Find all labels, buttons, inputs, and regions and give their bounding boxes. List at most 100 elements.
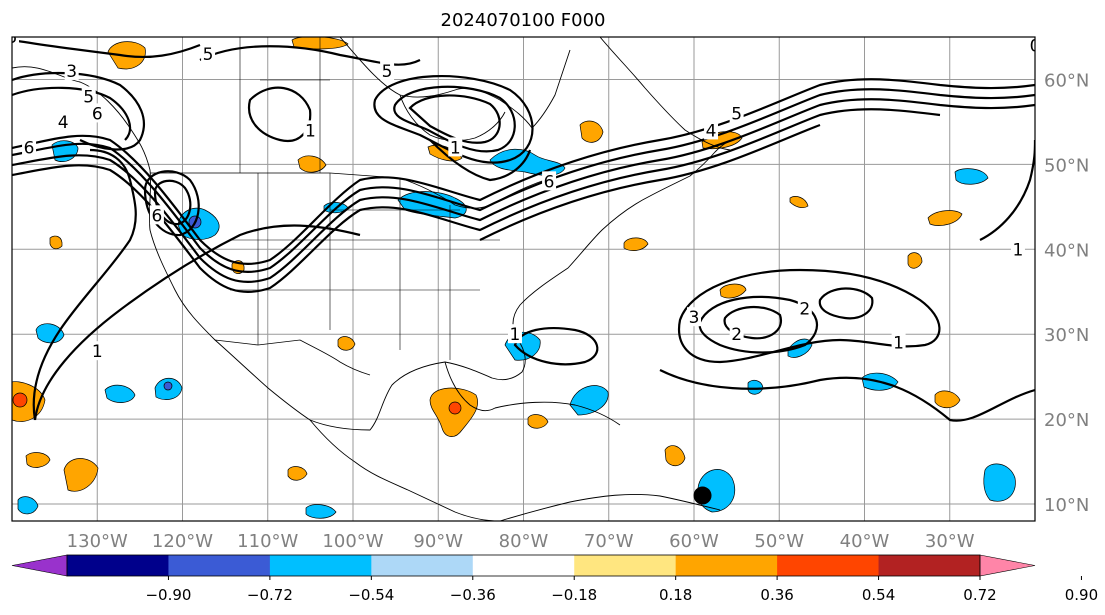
contour-label-bg — [56, 111, 71, 131]
colorbar-tick-label: 0.72 — [963, 586, 996, 604]
contour-label-bg — [542, 171, 557, 191]
contour-label: 1 — [1013, 240, 1024, 260]
contour-label: 1 — [893, 334, 904, 354]
contour-label: 6 — [152, 206, 163, 226]
contour-label: 1 — [305, 121, 316, 141]
alaska-contour-2 — [12, 86, 132, 141]
lon-tick-label: 120°W — [152, 531, 213, 552]
ridge-contour — [199, 45, 421, 66]
contour-label: 4 — [706, 121, 717, 141]
chart-title: 2024070100 F000 — [441, 10, 606, 31]
atlantic-high-contour-4 — [818, 287, 874, 320]
colorbar-segment — [269, 555, 372, 576]
atlantic-high-contour-1 — [677, 268, 941, 364]
map-frame — [11, 36, 1036, 522]
orange-anomaly-pacific-3 — [287, 466, 308, 481]
lat-tick-label: 20°N — [1044, 410, 1089, 431]
lon-tick-label: 50°W — [754, 531, 804, 552]
contour-label-bg — [12, 37, 19, 46]
orange-anomaly-mid-atlantic — [789, 196, 809, 208]
lon-tick-label: 110°W — [237, 531, 298, 552]
cyan-anomaly-atlantic-3 — [954, 168, 989, 185]
lon-tick-label: 40°W — [840, 531, 890, 552]
contour-label: 5 — [7, 28, 18, 48]
mexico-central-america-coast — [309, 419, 501, 521]
contour-label-bg — [303, 120, 318, 140]
orange-anomaly-pacific-south-2 — [25, 452, 51, 468]
colorbar-tick-label: 0.54 — [862, 586, 895, 604]
orange-anomaly-central-us — [337, 336, 356, 351]
contour-label: 2 — [731, 325, 742, 345]
colorbar-tick-label: −0.90 — [145, 586, 191, 604]
contour-label-bg — [729, 103, 744, 123]
contour-label: 5 — [203, 45, 214, 65]
alaska-contour-1 — [12, 71, 145, 151]
contour-label-bg — [1010, 239, 1025, 259]
cyan-anomaly-caribbean — [569, 385, 609, 416]
orange-anomaly-caribbean — [664, 445, 686, 467]
lon-tick-label: 90°W — [413, 531, 463, 552]
coastlines-and-borders — [12, 37, 741, 521]
colorbar-tick-label: 0.36 — [760, 586, 793, 604]
colorbar-segment — [472, 555, 575, 576]
colorbar-segment — [371, 555, 474, 576]
orange-anomaly-atlantic-3 — [934, 390, 961, 409]
contour-label: 6 — [544, 172, 555, 192]
greenland-coast — [599, 37, 731, 151]
contour-label: 1 — [92, 342, 103, 362]
contour-label-bg — [507, 324, 522, 344]
cyan-anomaly-pacific-4 — [17, 496, 39, 515]
contour-label: 6 — [92, 104, 103, 124]
lat-tick-label: 30°N — [1044, 325, 1089, 346]
us-mexico-border — [214, 339, 371, 376]
colorbar-segment — [168, 555, 271, 576]
orange-anomaly-atlantic-5 — [907, 252, 923, 269]
orange-anomaly-atlantic-2 — [927, 210, 963, 226]
contour-label: 3 — [689, 308, 700, 328]
contour-label-bg — [90, 103, 105, 123]
orange-anomaly-bahamas — [527, 414, 549, 429]
jet-contour-5 — [479, 123, 821, 241]
lon-tick-label: 60°W — [669, 531, 719, 552]
colorbar-tick-label: −0.36 — [450, 586, 496, 604]
contour-label-bg — [90, 341, 105, 361]
contour-label-bg — [64, 60, 79, 80]
contour-label: 2 — [799, 300, 810, 320]
orange-anomaly-labrador — [579, 120, 604, 143]
contour-label: 3 — [66, 62, 77, 82]
contour-label-bg — [1028, 37, 1035, 55]
colorbar-tick-label: 0.18 — [659, 586, 692, 604]
red-core-gulf-mexico — [448, 401, 462, 415]
canada-province-lines — [239, 37, 330, 173]
contour-label-bg — [81, 86, 96, 106]
upper-low-ring-3 — [408, 94, 501, 144]
lon-tick-label: 80°W — [499, 531, 549, 552]
contour-label-bg — [704, 120, 719, 140]
contour-label-bg — [891, 332, 906, 352]
colorbar-tick-label: −0.18 — [551, 586, 597, 604]
colorbar-segment — [878, 555, 981, 576]
north-america-coastline — [12, 66, 741, 431]
lon-tick-label: 100°W — [322, 531, 383, 552]
contour-one-west — [32, 148, 137, 421]
orange-anomaly-pacific-nw-coast — [49, 235, 63, 250]
atlantic-outer-contour — [659, 369, 1035, 422]
contour-label: 1 — [450, 138, 461, 158]
colorbar-tick-label: −0.72 — [247, 586, 293, 604]
contour-label: 5 — [83, 87, 94, 107]
colorbar-extend-high — [979, 554, 1036, 577]
upper-low-ring-2 — [393, 85, 516, 153]
contour-label: 1 — [510, 325, 521, 345]
lon-tick-label: 70°W — [584, 531, 634, 552]
atlantic-high-contour-2 — [698, 295, 818, 354]
colorbar-segment — [675, 555, 778, 576]
lat-tick-label: 50°N — [1044, 155, 1089, 176]
orange-anomaly-atlantic-4 — [623, 237, 649, 251]
cuba-coast — [494, 401, 621, 426]
contour-label: 5 — [382, 62, 393, 82]
latitude-axis-labels: 60°N 50°N 40°N 30°N 20°N 10°N — [1044, 70, 1089, 516]
contour-label-bg — [22, 137, 37, 157]
contour-label-bg — [201, 43, 216, 63]
contour-label-bg — [729, 324, 744, 344]
